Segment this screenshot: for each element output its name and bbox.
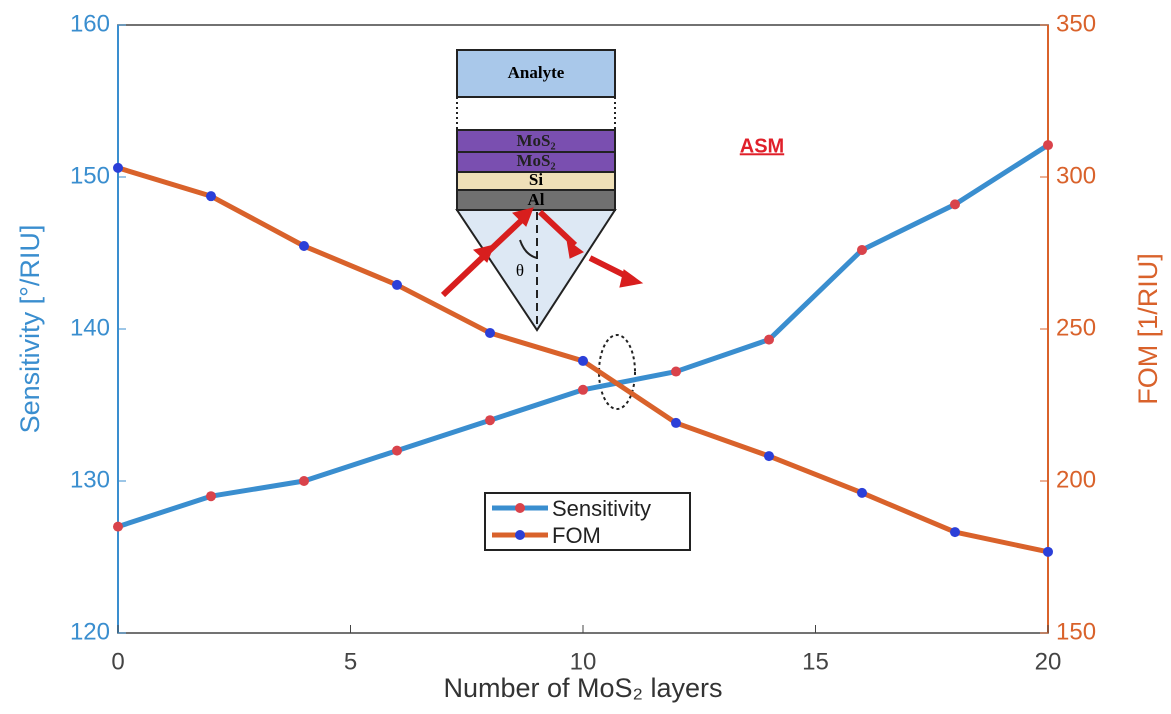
point — [578, 385, 588, 395]
y-tick-label: 130 — [70, 466, 110, 493]
point — [113, 163, 123, 173]
page: {"chart_data": {"type": "line", "x_label… — [0, 0, 1171, 714]
point — [950, 527, 960, 537]
x-tick-label: 0 — [111, 648, 124, 675]
point — [857, 488, 867, 498]
x-axis-label: Number of MoS₂ layers — [443, 673, 722, 703]
x-tick-label: 20 — [1035, 648, 1062, 675]
point — [950, 199, 960, 209]
y2-tick-label: 150 — [1056, 618, 1096, 645]
point — [671, 418, 681, 428]
diagram-label: θ — [516, 261, 524, 280]
x-tick-label: 5 — [344, 648, 357, 675]
y2-tick-label: 300 — [1056, 162, 1096, 189]
x-tick-label: 15 — [802, 648, 829, 675]
point — [1043, 140, 1053, 150]
y-axis-label: Sensitivity [°/RIU] — [15, 225, 45, 434]
crossing-marker — [599, 335, 635, 409]
point — [764, 451, 774, 461]
point — [299, 476, 309, 486]
legend-label: FOM — [552, 523, 601, 548]
point — [206, 491, 216, 501]
point — [485, 415, 495, 425]
point — [299, 241, 309, 251]
legend-marker — [515, 503, 525, 513]
diagram-label: Si — [529, 170, 543, 189]
legend-marker — [515, 530, 525, 540]
y-tick-label: 120 — [70, 618, 110, 645]
legend-label: Sensitivity — [552, 496, 651, 521]
y2-tick-label: 250 — [1056, 314, 1096, 341]
diagram: Analyte MoS₂ MoS₂ Si Al θ — [443, 50, 642, 330]
y2-tick-label: 200 — [1056, 466, 1096, 493]
diagram-label: Analyte — [508, 63, 565, 82]
diagram-label: MoS₂ — [516, 151, 555, 170]
y2-axis-label: FOM [1/RIU] — [1133, 253, 1163, 405]
annotation: ASM — [740, 135, 784, 157]
arrow-head — [620, 270, 642, 287]
point — [113, 522, 123, 532]
y2-tick-label: 350 — [1056, 10, 1096, 37]
point — [857, 245, 867, 255]
point — [578, 356, 588, 366]
ray — [443, 255, 485, 295]
x-tick-label: 10 — [570, 648, 597, 675]
point — [764, 335, 774, 345]
diagram-label: MoS₂ — [516, 131, 555, 150]
y-tick-label: 160 — [70, 10, 110, 37]
point — [392, 446, 402, 456]
y-tick-label: 150 — [70, 162, 110, 189]
point — [206, 191, 216, 201]
point — [392, 280, 402, 290]
point — [671, 367, 681, 377]
diagram-label: Al — [528, 190, 545, 209]
y-tick-label: 140 — [70, 314, 110, 341]
chart: Analyte MoS₂ MoS₂ Si Al θ ASM Number of … — [0, 0, 1171, 714]
point — [485, 328, 495, 338]
point — [1043, 547, 1053, 557]
